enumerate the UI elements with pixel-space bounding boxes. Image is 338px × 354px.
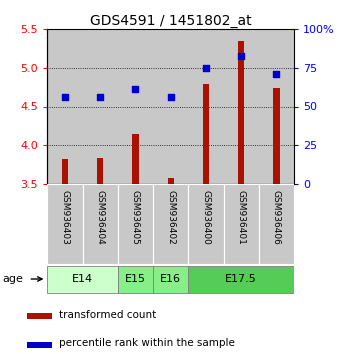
Bar xyxy=(259,184,294,264)
Bar xyxy=(188,29,223,184)
Bar xyxy=(118,29,153,184)
Bar xyxy=(259,29,294,184)
Bar xyxy=(118,266,153,292)
Bar xyxy=(47,29,82,184)
Text: E15: E15 xyxy=(125,274,146,284)
Bar xyxy=(153,184,188,264)
Text: E14: E14 xyxy=(72,274,93,284)
Bar xyxy=(27,342,52,348)
Bar xyxy=(82,29,118,184)
Bar xyxy=(168,178,174,184)
Bar xyxy=(223,29,259,184)
Bar xyxy=(188,184,223,264)
Bar xyxy=(47,184,82,264)
Point xyxy=(274,71,279,77)
Bar xyxy=(203,84,209,184)
Bar xyxy=(238,41,244,184)
Bar xyxy=(118,184,153,264)
Text: GSM936401: GSM936401 xyxy=(237,190,246,245)
Text: GSM936402: GSM936402 xyxy=(166,190,175,245)
Point xyxy=(133,87,138,92)
Text: age: age xyxy=(2,274,23,284)
Text: percentile rank within the sample: percentile rank within the sample xyxy=(58,338,235,348)
Bar xyxy=(82,184,118,264)
Text: GSM936400: GSM936400 xyxy=(201,190,211,245)
Point xyxy=(62,95,68,100)
Bar xyxy=(273,88,280,184)
Point xyxy=(239,53,244,59)
Point xyxy=(97,95,103,100)
Bar xyxy=(62,159,68,184)
Text: GSM936406: GSM936406 xyxy=(272,190,281,245)
Text: GSM936403: GSM936403 xyxy=(61,190,69,245)
Bar xyxy=(47,266,118,292)
Text: GSM936405: GSM936405 xyxy=(131,190,140,245)
Bar xyxy=(153,29,188,184)
Bar xyxy=(153,266,188,292)
Text: GSM936404: GSM936404 xyxy=(96,190,105,245)
Title: GDS4591 / 1451802_at: GDS4591 / 1451802_at xyxy=(90,14,251,28)
Bar xyxy=(188,266,294,292)
Text: E17.5: E17.5 xyxy=(225,274,257,284)
Point xyxy=(203,65,209,70)
Bar xyxy=(27,313,52,319)
Text: E16: E16 xyxy=(160,274,181,284)
Bar xyxy=(97,158,103,184)
Point xyxy=(168,95,173,100)
Text: transformed count: transformed count xyxy=(58,310,156,320)
Bar xyxy=(223,184,259,264)
Bar xyxy=(132,133,139,184)
